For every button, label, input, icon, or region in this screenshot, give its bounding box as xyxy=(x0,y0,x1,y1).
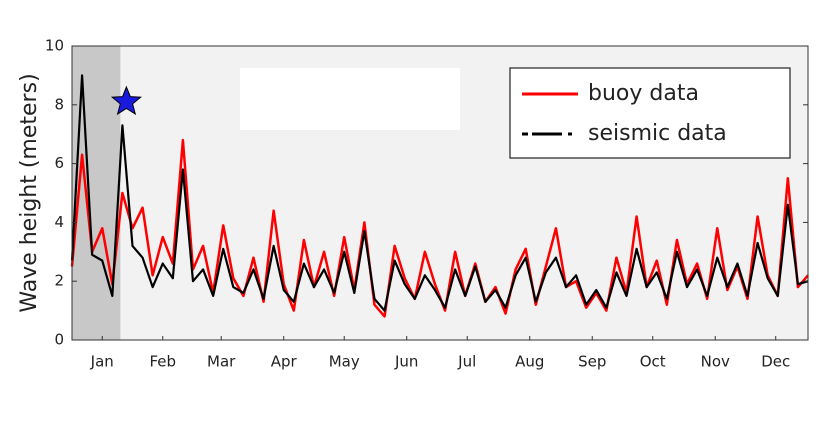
legend-box xyxy=(509,67,791,159)
x-tick-label: Mar xyxy=(207,353,236,371)
y-tick-label: 0 xyxy=(54,331,64,349)
y-tick-label: 8 xyxy=(54,95,64,113)
star-marker xyxy=(110,85,142,116)
x-tick-label: Feb xyxy=(149,353,176,371)
x-tick-label: Dec xyxy=(761,353,790,371)
x-tick-label: Nov xyxy=(701,353,730,371)
x-tick-label: Sep xyxy=(578,353,606,371)
x-tick-label: Jun xyxy=(394,353,418,371)
plot-layer xyxy=(70,46,809,340)
plot-frame xyxy=(71,45,809,341)
legend: buoy data seismic data xyxy=(509,67,791,159)
x-tick-label: Oct xyxy=(640,353,666,371)
x-tick-label: May xyxy=(329,353,360,371)
x-tick-label: Jul xyxy=(457,353,476,371)
series-line xyxy=(70,74,809,312)
x-tick-label: Aug xyxy=(515,353,544,371)
y-tick-label: 2 xyxy=(54,272,64,290)
blank-box xyxy=(240,68,460,130)
legend-label: seismic data xyxy=(588,121,727,146)
y-tick-label: 10 xyxy=(45,37,64,55)
x-tick-label: Jan xyxy=(90,353,114,371)
y-tick-label: 6 xyxy=(54,154,64,172)
x-tick-label: Apr xyxy=(271,353,298,371)
legend-label: buoy data xyxy=(588,81,699,106)
y-tick-label: 4 xyxy=(54,213,64,231)
y-axis-label: Wave height (meters) xyxy=(17,73,42,312)
